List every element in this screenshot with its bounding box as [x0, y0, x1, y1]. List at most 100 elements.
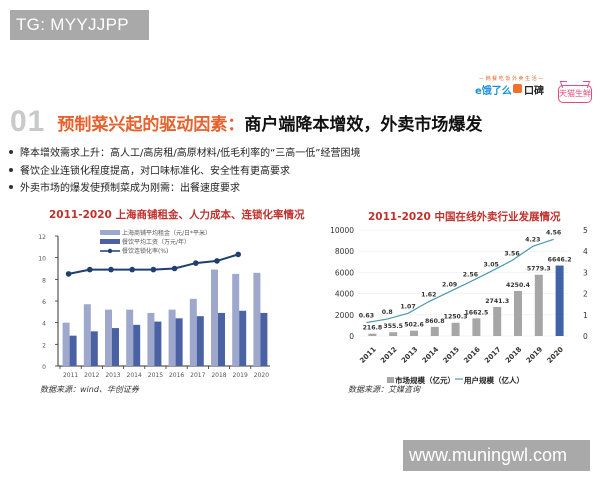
- line-value-label: 3.05: [484, 261, 499, 268]
- bar-value-label: 6646.2: [548, 257, 572, 264]
- bar-rent: [83, 304, 91, 366]
- bar-wage: [154, 321, 162, 366]
- bar-rent: [168, 309, 176, 366]
- line-value-label: 4.23: [525, 236, 540, 243]
- bar-market-size: [389, 332, 398, 336]
- left-chart-title: 2011-2020 上海商铺租金、人力成本、连锁化率情况: [49, 209, 305, 221]
- x-tick-label: 2012: [379, 345, 399, 365]
- x-tick-label: 2017: [483, 345, 503, 365]
- bar-value-label: 860.8: [425, 318, 445, 325]
- chain-rate-marker: [235, 251, 241, 258]
- legend-market-swatch: [387, 377, 394, 383]
- x-tick-label: 2015: [148, 372, 163, 379]
- bar-rent: [62, 322, 70, 366]
- bullet-list: 降本增效需求上升：高人工/高房租/高原材料/低毛利率的“三高一低”经营困境 餐饮…: [9, 145, 360, 198]
- x-tick-label: 2012: [84, 372, 99, 379]
- chain-rate-marker: [87, 266, 93, 273]
- bar-wage: [175, 318, 183, 366]
- line-value-label: 2.56: [463, 272, 478, 279]
- bar-market-size: [534, 274, 543, 336]
- x-tick-label: 2015: [442, 345, 462, 365]
- watermark-bottom: www.muningwl.com: [403, 440, 590, 471]
- y-tick-label: 8: [42, 277, 46, 284]
- bar-value-label: 2741.3: [485, 298, 509, 305]
- y-left-tick-label: 10000: [330, 226, 354, 235]
- bar-value-label: 4250.4: [506, 282, 531, 289]
- right-chart-source: 数据来源：艾媒咨询: [348, 385, 420, 394]
- legend-rent-swatch: [100, 230, 120, 235]
- y-right-tick-label: 0: [583, 332, 588, 341]
- x-tick-label: 2013: [400, 345, 420, 365]
- bar-market-size: [555, 265, 564, 336]
- y-tick-label: 12: [38, 234, 46, 241]
- bullet-item: 外卖市场的爆发使预制菜成为刚需：出餐速度要求: [9, 180, 360, 198]
- right-chart: 0 2000 4000 6000 8000 10000 0 1 2 3 4 5 216.8 0.63 201…: [330, 226, 588, 385]
- legend-wage-swatch: [100, 239, 120, 244]
- bar-value-label: 216.8: [363, 325, 383, 332]
- x-tick-label: 2019: [525, 345, 545, 365]
- x-tick-label: 2014: [127, 372, 142, 379]
- bar-market-size: [410, 330, 418, 336]
- bar-value-label: 355.5: [383, 323, 403, 330]
- chain-rate-marker: [171, 265, 178, 272]
- bar-wage: [69, 335, 77, 366]
- x-tick-label: 2011: [358, 345, 378, 365]
- koubei-logo-text: 口碑: [524, 86, 544, 97]
- bar-wage: [218, 312, 225, 366]
- koubei-logo-icon: [513, 84, 522, 93]
- y-left-tick-label: 8000: [335, 247, 354, 256]
- x-tick-label: 2016: [462, 345, 482, 365]
- y-tick-label: 2: [42, 342, 46, 349]
- bar-wage: [90, 331, 98, 366]
- x-tick-label: 2018: [504, 345, 524, 365]
- tmall-fresh-logo-icon: 天猫生鲜: [558, 85, 592, 103]
- y-left-tick-label: 4000: [335, 290, 354, 299]
- x-tick-label: 2018: [211, 372, 226, 379]
- section-number: 01: [10, 105, 46, 138]
- bar-wage: [196, 316, 204, 366]
- user-size-line: [366, 238, 554, 324]
- x-tick-label: 2020: [254, 372, 269, 379]
- y-left-tick-label: 0: [349, 332, 354, 341]
- bar-market-size: [514, 290, 522, 336]
- bar-market-size: [472, 318, 481, 336]
- logo-tagline: — 韩 餐 吃 饭 外 卖 生 活 —: [479, 76, 544, 82]
- bar-rent: [126, 309, 134, 366]
- bar-rent: [105, 309, 112, 366]
- legend-market-label: 市场规模（亿元）: [395, 375, 455, 385]
- bar-wage: [260, 312, 268, 366]
- right-chart-title: 2011-2020 中国在线外卖行业发展情况: [368, 211, 561, 223]
- bullet-dot-icon: [9, 150, 13, 154]
- eleme-logo-icon: e饿了么: [475, 86, 512, 97]
- x-tick-label: 2016: [169, 372, 184, 379]
- bar-market-size: [368, 333, 377, 336]
- line-value-label: 4.56: [546, 229, 561, 236]
- chain-rate-marker: [65, 271, 72, 277]
- line-value-label: 2.09: [442, 282, 457, 289]
- bar-value-label: 1250.3: [444, 314, 468, 321]
- line-value-label: 3.56: [504, 251, 519, 258]
- bar-wage: [239, 310, 247, 366]
- y-tick-label: 10: [38, 256, 46, 263]
- legend-rent-label: 上海商铺平均租金（元/日*平米）: [122, 229, 211, 237]
- bar-market-size: [451, 322, 460, 336]
- bar-rent: [232, 273, 240, 366]
- chain-rate-marker: [150, 266, 157, 273]
- x-tick-label: 2020: [546, 345, 566, 365]
- bar-value-label: 1662.5: [464, 309, 488, 316]
- legend-wage-label: 餐饮平均工资（万元/年）: [122, 238, 190, 246]
- line-value-label: 1.07: [400, 303, 415, 310]
- x-tick-label: 2019: [233, 372, 248, 379]
- line-value-label: 0.8: [382, 309, 393, 316]
- bar-wage: [112, 328, 119, 366]
- bar-rent: [189, 298, 197, 366]
- left-chart: 0 2 4 6 8 10 12 2011 2012 2013 2014 2015 2016 2017 201…: [38, 229, 270, 379]
- heading-rest: 商户端降本增效，外卖市场爆发: [244, 114, 483, 135]
- y-tick-label: 0: [42, 364, 46, 371]
- bullet-item: 降本增效需求上升：高人工/高房租/高原材料/低毛利率的“三高一低”经营困境: [9, 145, 360, 163]
- bullet-dot-icon: [9, 185, 13, 189]
- bullet-item: 餐饮企业连锁化程度提高，对口味标准化、安全性有更高要求: [9, 163, 360, 181]
- y-left-tick-label: 6000: [335, 268, 354, 277]
- x-tick-label: 2017: [190, 372, 205, 379]
- y-right-tick-label: 3: [583, 268, 588, 277]
